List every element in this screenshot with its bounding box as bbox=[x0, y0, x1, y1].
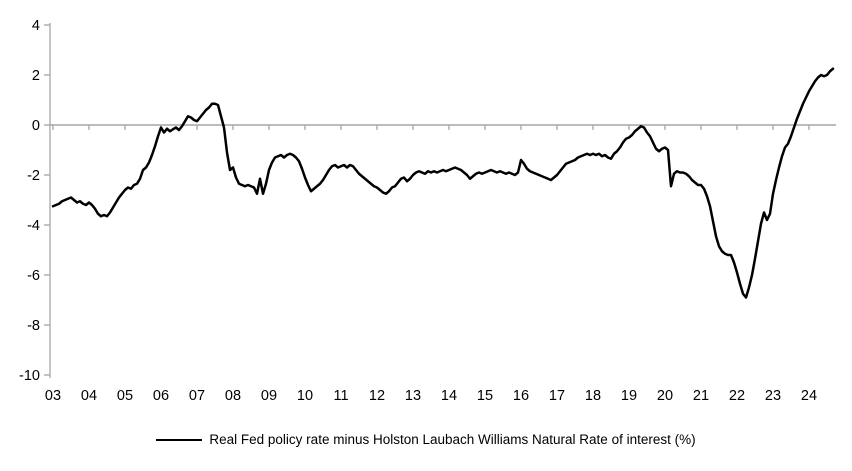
data-series-line bbox=[51, 67, 835, 299]
y-axis-tick-label: 2 bbox=[32, 68, 40, 84]
y-axis-tick-label: -8 bbox=[27, 318, 40, 334]
x-axis-tick-label: 08 bbox=[225, 388, 241, 404]
x-axis-tick-label: 10 bbox=[297, 388, 313, 404]
y-axis-tick-label: -6 bbox=[27, 268, 40, 284]
legend-label: Real Fed policy rate minus Holston Lauba… bbox=[209, 432, 696, 447]
x-axis-tick-label: 14 bbox=[441, 388, 457, 404]
y-axis-tick-label: 0 bbox=[32, 118, 40, 134]
x-axis-tick-label: 06 bbox=[153, 388, 169, 404]
x-axis-tick-label: 19 bbox=[621, 388, 637, 404]
y-axis-tick-label: -4 bbox=[27, 218, 40, 234]
x-axis-tick-label: 24 bbox=[801, 388, 817, 404]
x-axis-tick-label: 05 bbox=[117, 388, 133, 404]
x-axis-tick-label: 23 bbox=[765, 388, 781, 404]
x-axis-tick-label: 03 bbox=[45, 388, 61, 404]
y-axis-tick-label: -10 bbox=[19, 368, 40, 384]
x-axis-tick-label: 16 bbox=[513, 388, 529, 404]
x-axis-tick-label: 04 bbox=[81, 388, 97, 404]
x-axis-tick-label: 18 bbox=[585, 388, 601, 404]
x-axis-tick-label: 13 bbox=[405, 388, 421, 404]
x-axis-tick-label: 15 bbox=[477, 388, 493, 404]
x-axis-tick-label: 17 bbox=[549, 388, 565, 404]
x-axis-tick-label: 20 bbox=[657, 388, 673, 404]
x-axis-tick-label: 11 bbox=[333, 388, 348, 404]
legend: Real Fed policy rate minus Holston Lauba… bbox=[0, 432, 852, 447]
x-axis-tick-label: 07 bbox=[189, 388, 205, 404]
x-axis-tick-label: 09 bbox=[261, 388, 277, 404]
x-axis-tick-label: 21 bbox=[693, 388, 709, 404]
y-axis-tick-label: 4 bbox=[32, 18, 40, 34]
legend-line-swatch bbox=[156, 438, 203, 441]
x-axis-tick-label: 12 bbox=[369, 388, 385, 404]
x-axis-tick-label: 22 bbox=[729, 388, 745, 404]
y-axis-tick-label: -2 bbox=[27, 168, 40, 184]
